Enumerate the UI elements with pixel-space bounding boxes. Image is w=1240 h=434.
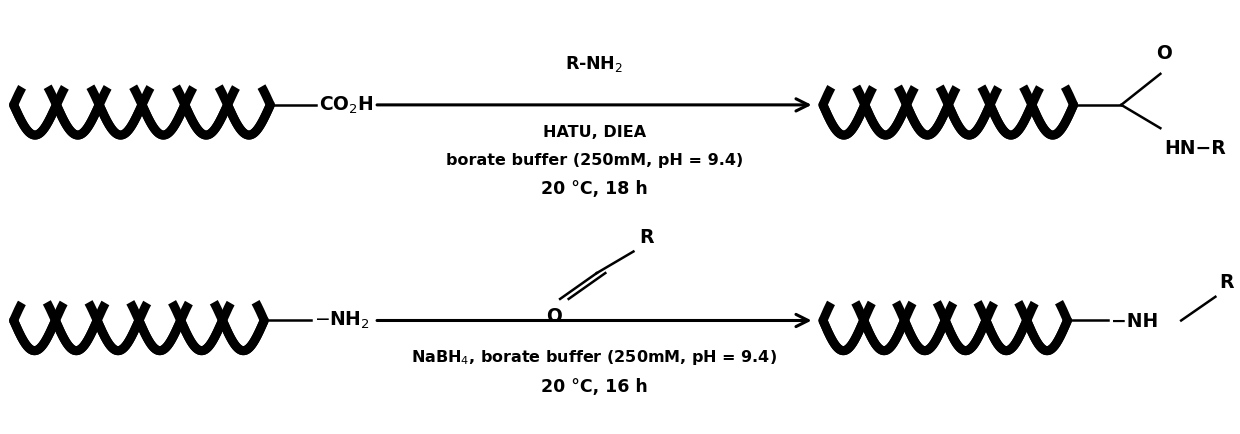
Text: HATU, DIEA: HATU, DIEA bbox=[543, 125, 646, 141]
Text: 20 °C, 18 h: 20 °C, 18 h bbox=[541, 180, 647, 198]
Text: $-$NH$_2$: $-$NH$_2$ bbox=[315, 310, 371, 331]
Text: 20 °C, 16 h: 20 °C, 16 h bbox=[541, 378, 647, 396]
Text: −NH: −NH bbox=[1111, 312, 1158, 331]
Text: R: R bbox=[1219, 273, 1234, 293]
Text: O: O bbox=[546, 307, 562, 326]
Text: CO$_2$H: CO$_2$H bbox=[319, 94, 374, 115]
Text: HN−R: HN−R bbox=[1164, 139, 1226, 158]
Text: NaBH$_4$, borate buffer (250mM, pH = 9.4): NaBH$_4$, borate buffer (250mM, pH = 9.4… bbox=[412, 348, 777, 367]
Text: borate buffer (250mM, pH = 9.4): borate buffer (250mM, pH = 9.4) bbox=[445, 154, 743, 168]
Text: O: O bbox=[1156, 44, 1172, 63]
Text: R-NH$_2$: R-NH$_2$ bbox=[565, 54, 624, 74]
Text: R: R bbox=[640, 228, 653, 247]
